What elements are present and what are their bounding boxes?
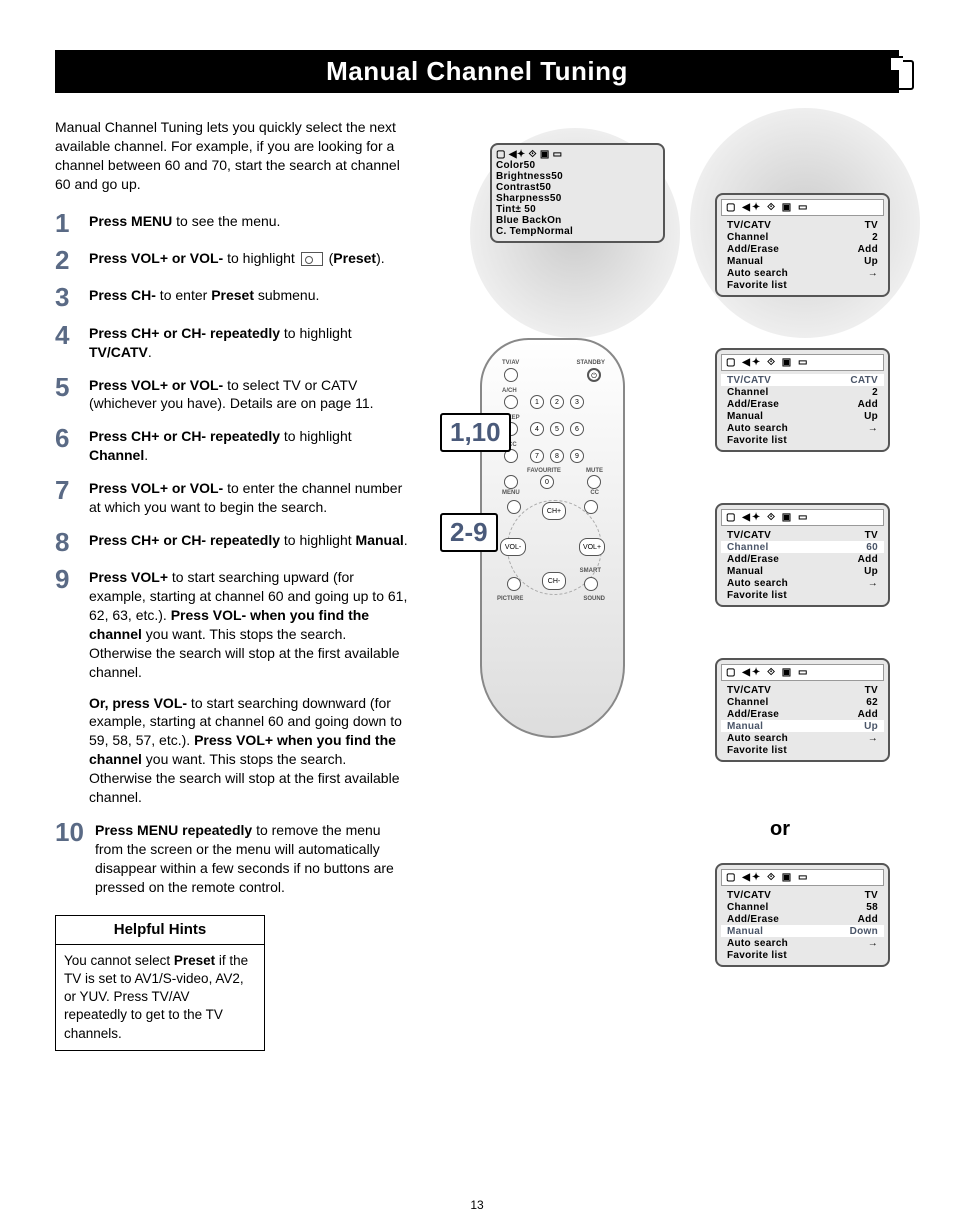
osd-preset-menu: ▢ ◀✦ ⟐ ▣ ▭TV/CATVTVChannel58Add/EraseAdd…	[715, 863, 890, 967]
diagram-column: ▢ ◀✦ ⟐ ▣ ▭ Color50Brightness50Contrast50…	[440, 118, 899, 1118]
osd-iconbar: ▢ ◀✦ ⟐ ▣ ▭	[496, 149, 659, 160]
preset-icon	[301, 252, 323, 266]
page-corner-mark	[884, 60, 914, 90]
step-number: 4	[55, 324, 81, 362]
osd-preset-menu: ▢ ◀✦ ⟐ ▣ ▭TV/CATVTVChannel2Add/EraseAddM…	[715, 193, 890, 297]
remote-label-2-9: 2-9	[440, 513, 498, 552]
step-number: 5	[55, 376, 81, 414]
osd-preset-menu: ▢ ◀✦ ⟐ ▣ ▭TV/CATVTVChannel60Add/EraseAdd…	[715, 503, 890, 607]
page-number: 13	[0, 1198, 954, 1212]
step-7: 7 Press VOL+ or VOL- to enter the channe…	[55, 479, 410, 517]
step-number: 10	[55, 821, 87, 897]
step-8: 8 Press CH+ or CH- repeatedly to highlig…	[55, 531, 410, 554]
helpful-hints-box: Helpful Hints You cannot select Preset i…	[55, 915, 265, 1051]
step-number: 6	[55, 427, 81, 465]
step-number: 2	[55, 249, 81, 272]
page-title: Manual Channel Tuning	[55, 50, 899, 93]
step-number: 8	[55, 531, 81, 554]
step-number: 7	[55, 479, 81, 517]
step-5: 5 Press VOL+ or VOL- to select TV or CAT…	[55, 376, 410, 414]
remote-label-1-10: 1,10	[440, 413, 511, 452]
remote-control: TV/AV STANDBY ⏻ A/CH 1 2 3 SLEEP 4 5 6 S…	[480, 338, 625, 738]
step-4: 4 Press CH+ or CH- repeatedly to highlig…	[55, 324, 410, 362]
or-label: or	[770, 818, 790, 841]
osd-preset-menu: ▢ ◀✦ ⟐ ▣ ▭TV/CATVTVChannel62Add/EraseAdd…	[715, 658, 890, 762]
step-10: 10 Press MENU repeatedly to remove the m…	[55, 821, 410, 897]
intro-text: Manual Channel Tuning lets you quickly s…	[55, 118, 410, 194]
step-9: 9 Press VOL+ to start searching upward (…	[55, 568, 410, 807]
osd-picture-menu: ▢ ◀✦ ⟐ ▣ ▭ Color50Brightness50Contrast50…	[490, 143, 665, 243]
step-number: 9	[55, 568, 81, 807]
step-3: 3 Press CH- to enter Preset submenu.	[55, 286, 410, 309]
step-number: 3	[55, 286, 81, 309]
step-number: 1	[55, 212, 81, 235]
osd-preset-menu: ▢ ◀✦ ⟐ ▣ ▭TV/CATVCATVChannel2Add/EraseAd…	[715, 348, 890, 452]
step-6: 6 Press CH+ or CH- repeatedly to highlig…	[55, 427, 410, 465]
hints-body: You cannot select Preset if the TV is se…	[56, 945, 264, 1050]
instructions-column: Manual Channel Tuning lets you quickly s…	[55, 118, 410, 1118]
step-1: 1 Press MENU to see the menu.	[55, 212, 410, 235]
step-2: 2 Press VOL+ or VOL- to highlight (Prese…	[55, 249, 410, 272]
hints-title: Helpful Hints	[56, 916, 264, 945]
